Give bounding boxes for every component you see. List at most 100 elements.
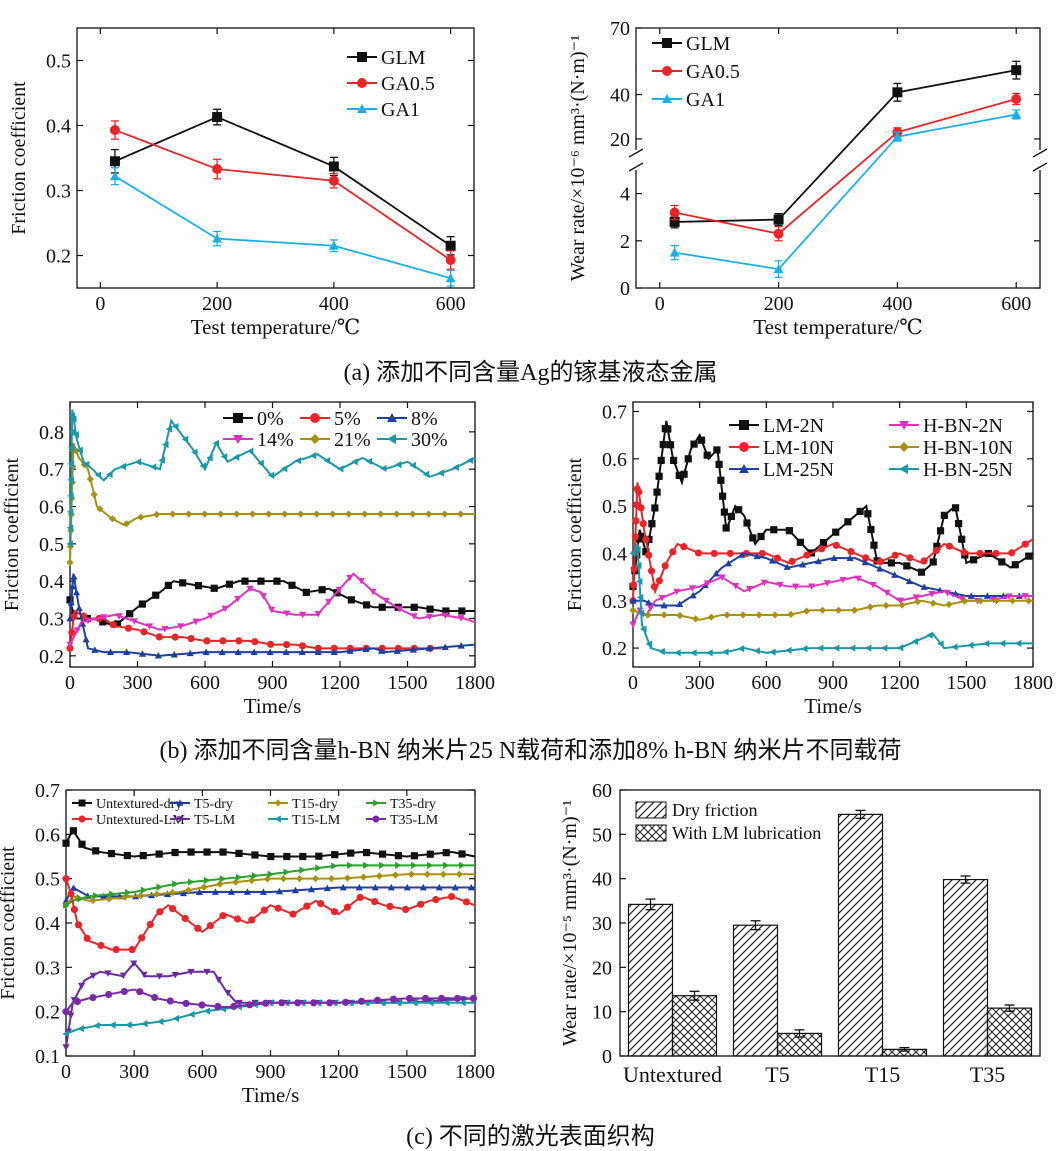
data-point [68, 478, 76, 487]
y-tick-label: 40 [592, 869, 612, 891]
data-point [140, 971, 148, 979]
data-point [267, 640, 275, 648]
data-point [769, 648, 776, 656]
data-point [377, 510, 385, 518]
legend-item: GA0.5 [347, 73, 435, 95]
data-point [280, 465, 288, 473]
data-point [636, 593, 644, 602]
data-point [680, 470, 688, 478]
data-point [121, 893, 129, 901]
data-point [251, 851, 259, 859]
data-point [861, 558, 869, 566]
series-GA0.5 [669, 92, 1022, 242]
data-point [89, 896, 97, 905]
data-point [410, 613, 418, 620]
data-point [992, 597, 1001, 605]
data-point [105, 990, 113, 999]
data-point [124, 624, 133, 632]
data-point [297, 510, 305, 518]
y-tick-label: 0.7 [35, 780, 60, 802]
series-T5-LM [62, 960, 476, 1051]
data-point [158, 456, 165, 464]
legend-label: T15-LM [292, 813, 341, 828]
data-point [219, 912, 227, 920]
data-point [426, 850, 434, 858]
y-tick-label: 30 [592, 913, 612, 935]
y-tick-label: 0.5 [39, 534, 64, 556]
legend-marker [357, 78, 367, 88]
legend-item: GA1 [347, 99, 420, 121]
data-point [113, 620, 121, 628]
legend-item: T5-LM [170, 813, 236, 828]
data-point [892, 87, 903, 98]
data-point [737, 645, 745, 653]
data-point [848, 644, 856, 652]
data-point [74, 921, 83, 929]
data-point [75, 604, 83, 612]
legend-item: 0% [223, 408, 284, 430]
data-point [832, 541, 840, 549]
data-point [323, 457, 331, 465]
data-point [195, 888, 204, 896]
data-point [371, 883, 379, 891]
data-point [457, 510, 465, 518]
x-tick-label: 300 [119, 1061, 149, 1083]
data-point [945, 542, 954, 550]
data-point [926, 631, 933, 639]
legend-marker [387, 434, 396, 444]
data-point [753, 647, 760, 655]
data-point [265, 510, 273, 518]
data-point [720, 508, 728, 516]
data-point [67, 1012, 75, 1020]
data-point [89, 972, 97, 980]
data-point [166, 997, 174, 1005]
bar-diagonal [942, 878, 989, 1057]
data-point [864, 644, 872, 652]
data-point [914, 598, 922, 606]
data-point [799, 561, 807, 568]
data-point [856, 507, 864, 516]
y-tick-label: 0.1 [35, 1046, 60, 1068]
legend-label: H-BN-25N [923, 459, 1013, 481]
data-point [738, 551, 746, 558]
data-point [407, 870, 415, 878]
data-point [421, 994, 430, 1002]
series-line [65, 864, 475, 907]
category-label: T35 [970, 1062, 1005, 1087]
y-tick-label: 0.2 [39, 646, 64, 668]
data-point [362, 645, 370, 653]
data-point [347, 861, 354, 869]
data-point [967, 592, 975, 599]
y-axis-label: Friction coefficient [8, 81, 30, 235]
data-point [688, 585, 696, 592]
data-point [726, 549, 734, 558]
data-point [735, 506, 743, 514]
data-point [119, 462, 127, 471]
legend-label: GLM [686, 33, 731, 55]
data-point [719, 492, 727, 500]
data-point [123, 852, 131, 860]
data-point [839, 576, 847, 584]
data-point [250, 648, 258, 655]
legend-marker [78, 815, 86, 823]
y-tick-label: 70 [610, 18, 630, 40]
data-point [299, 611, 307, 619]
data-point [259, 593, 268, 600]
data-point [803, 551, 811, 559]
data-point [339, 883, 347, 891]
y-tick-label: 0.3 [39, 608, 64, 630]
legend-item: H-BN-25N [889, 459, 1013, 481]
data-point [703, 580, 712, 587]
y-tick-label: 0.5 [35, 869, 60, 891]
legend-item: T35-LM [366, 813, 439, 828]
data-point [903, 562, 911, 570]
data-point [203, 968, 211, 976]
data-point [891, 551, 899, 559]
legend-item: Dry friction [635, 800, 757, 820]
data-point [648, 520, 656, 528]
data-point [862, 554, 870, 562]
data-point [187, 848, 195, 856]
data-point [1011, 109, 1022, 119]
data-point [664, 425, 672, 433]
